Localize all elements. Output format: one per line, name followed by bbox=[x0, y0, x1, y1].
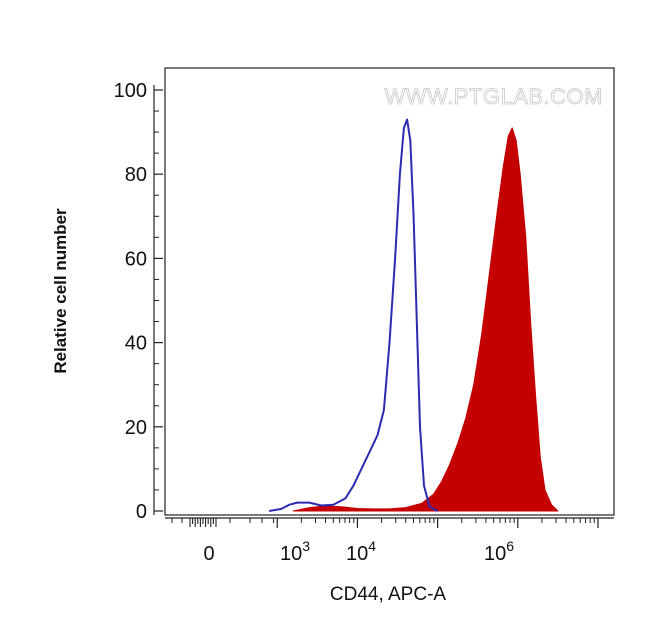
x-tick-label: 0 bbox=[203, 543, 214, 565]
y-axis-title: Relative cell number bbox=[51, 208, 70, 374]
x-tick-exponent: 3 bbox=[302, 538, 310, 554]
y-axis: 0 20 40 60 80 100 bbox=[114, 80, 163, 523]
x-tick-exponent: 6 bbox=[506, 538, 514, 554]
x-axis-title: CD44, APC-A bbox=[330, 584, 446, 605]
plot-area: WWW.PTGLAB.COM bbox=[164, 67, 615, 516]
series-1-filled-histogram bbox=[292, 127, 559, 512]
x-tick-exponent: 4 bbox=[368, 538, 376, 554]
series-0-outline-histogram bbox=[269, 118, 439, 512]
y-tick-label: 80 bbox=[125, 164, 147, 186]
series-layer bbox=[269, 118, 559, 512]
y-tick-label: 100 bbox=[114, 80, 147, 102]
plot-frame bbox=[164, 67, 615, 516]
y-tick-label: 40 bbox=[125, 333, 147, 355]
watermark-text: WWW.PTGLAB.COM bbox=[385, 84, 603, 109]
y-tick-label: 20 bbox=[125, 417, 147, 439]
y-tick-label: 0 bbox=[136, 501, 147, 523]
y-tick-label: 60 bbox=[125, 248, 147, 270]
